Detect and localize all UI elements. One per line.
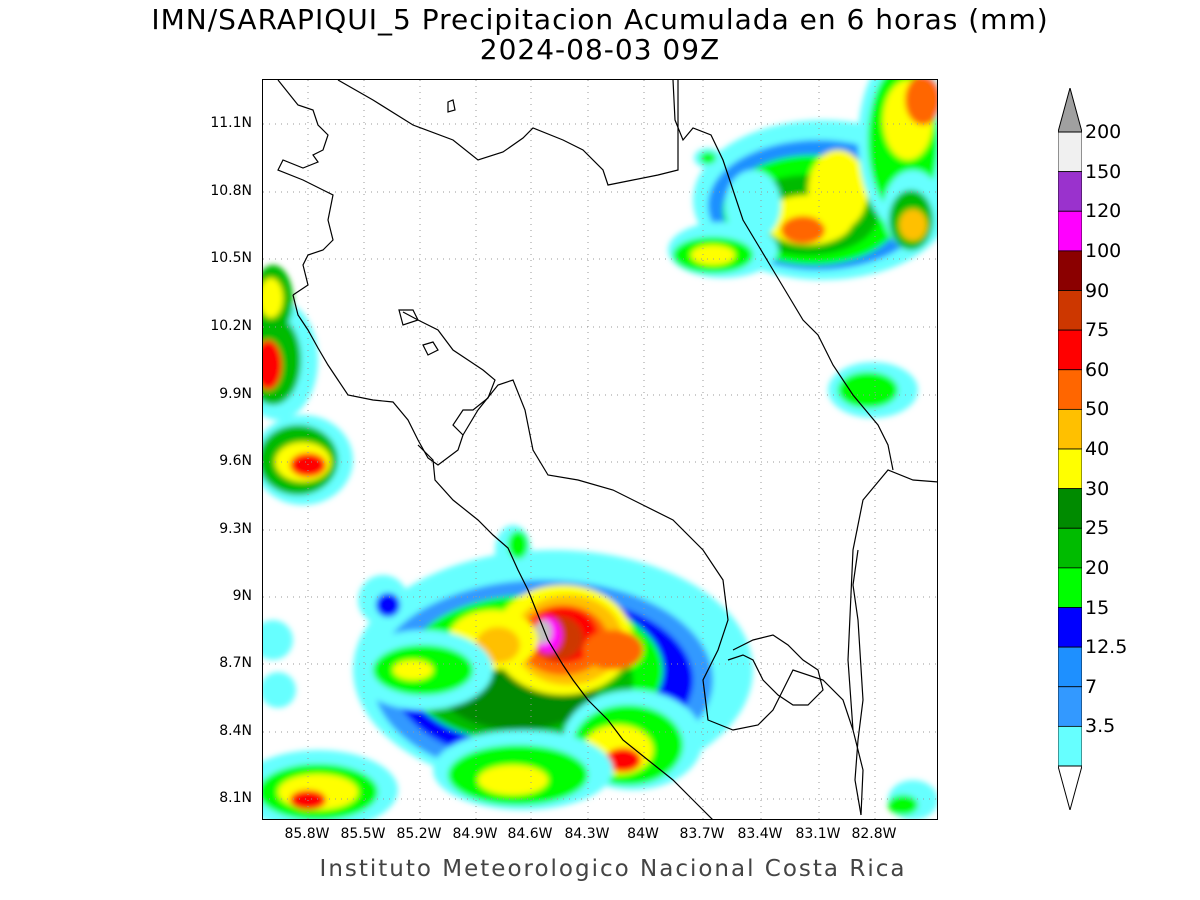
precip-cell [808, 150, 868, 230]
colorbar-segment [1058, 686, 1082, 727]
colorbar-top-arrow [1058, 88, 1082, 133]
precip-cell [263, 340, 282, 390]
colorbar-label: 60 [1085, 358, 1110, 381]
credit-text: Instituto Meteorologico Nacional Costa R… [319, 856, 907, 882]
colorbar-segment [1058, 210, 1082, 252]
colorbar [1058, 88, 1082, 810]
lat-tick-label: 9.3N [219, 521, 252, 537]
precipitation-field [263, 80, 937, 819]
colorbar-label: 40 [1085, 438, 1110, 460]
lon-tick-label: 85.8W [284, 826, 330, 842]
lon-tick-label: 83.4W [737, 826, 783, 842]
colorbar-label: 20 [1085, 556, 1110, 579]
precip-cell [691, 245, 735, 265]
colorbar-segment [1058, 329, 1082, 371]
colorbar-segment [1058, 250, 1082, 291]
colorbar-label: 25 [1085, 517, 1110, 540]
colorbar-label: 150 [1085, 160, 1122, 183]
precip-cell [605, 748, 641, 772]
precip-cell [781, 216, 825, 244]
lat-tick-label: 10.8N [210, 183, 252, 199]
colorbar-label: 90 [1085, 279, 1110, 302]
precip-cell [478, 765, 548, 795]
colorbar-segment [1058, 567, 1082, 608]
lon-tick-label: 85.5W [340, 826, 386, 842]
colorbar-label: 30 [1085, 477, 1110, 500]
lon-tick-label: 84W [627, 826, 659, 842]
colorbar-segment [1058, 171, 1082, 212]
lon-tick-label: 84.9W [452, 826, 498, 842]
colorbar-segment [1058, 725, 1082, 767]
precip-cell [263, 620, 293, 660]
precip-cell [263, 672, 296, 708]
precip-cell [888, 795, 918, 815]
colorbar-segment [1058, 646, 1082, 688]
colorbar-segment [1058, 369, 1082, 410]
precipitation-map [262, 79, 938, 820]
precip-cell [838, 372, 898, 408]
lat-tick-label: 8.4N [219, 723, 252, 739]
colorbar-segment [1058, 527, 1082, 569]
lat-tick-label: 10.2N [210, 318, 252, 334]
lon-tick-label: 85.2W [396, 826, 442, 842]
lon-tick-label: 83.1W [795, 826, 841, 842]
precip-cell [376, 593, 400, 617]
colorbar-label: 120 [1085, 200, 1122, 223]
precip-cell [508, 531, 528, 559]
colorbar-segment [1058, 607, 1082, 648]
colorbar-label: 75 [1085, 319, 1110, 342]
lat-tick-label: 11.1N [210, 115, 252, 131]
colorbar-label: 3.5 [1085, 715, 1116, 738]
precip-cell [899, 209, 927, 241]
colorbar-segment [1058, 448, 1082, 490]
precip-cell [583, 630, 643, 670]
precip-cell [725, 170, 781, 240]
lat-tick-label: 8.7N [219, 655, 252, 671]
lon-tick-label: 83.7W [679, 826, 725, 842]
map-subtitle: 2024-08-03 09Z [479, 33, 721, 66]
colorbar-label: 50 [1085, 398, 1110, 421]
map-canvas [263, 80, 937, 819]
precip-cell [393, 660, 433, 680]
lat-tick-label: 10.5N [210, 250, 252, 266]
coastline-borders [277, 80, 937, 819]
lat-tick-label: 9.6N [219, 453, 252, 469]
colorbar-segment [1058, 488, 1082, 529]
colorbar-segment [1058, 290, 1082, 331]
colorbar-label: 100 [1085, 239, 1122, 262]
lon-tick-label: 84.6W [507, 826, 553, 842]
map-title: IMN/SARAPIQUI_5 Precipitacion Acumulada … [151, 3, 1049, 36]
colorbar-label: 12.5 [1085, 636, 1128, 659]
lat-tick-label: 9.9N [219, 386, 252, 402]
lon-tick-label: 82.8W [851, 826, 897, 842]
precip-cell [290, 453, 326, 477]
colorbar-segment [1058, 131, 1082, 173]
precip-cell [905, 80, 937, 125]
colorbar-label: 200 [1085, 121, 1122, 143]
lat-tick-label: 9N [232, 588, 252, 604]
colorbar-label: 7 [1085, 675, 1098, 698]
lat-tick-label: 8.1N [219, 790, 252, 806]
lon-tick-label: 84.3W [564, 826, 610, 842]
colorbar-bottom-arrow [1058, 765, 1082, 810]
precip-cell [263, 278, 283, 318]
precip-cell [700, 152, 716, 164]
colorbar-segment [1058, 408, 1082, 450]
colorbar-label: 15 [1085, 596, 1110, 619]
